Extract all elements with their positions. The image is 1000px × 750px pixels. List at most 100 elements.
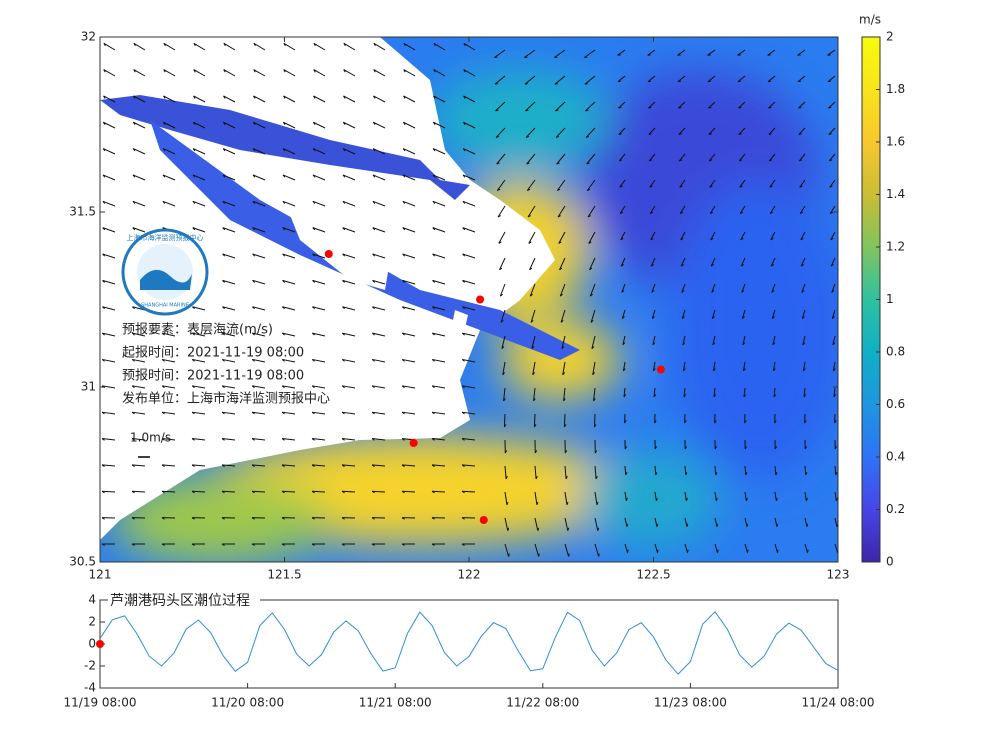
arrow-head bbox=[311, 543, 315, 546]
arrow-head bbox=[342, 121, 346, 125]
arrow bbox=[222, 385, 236, 389]
arrow-head bbox=[590, 319, 594, 323]
arrow bbox=[503, 387, 506, 401]
arrow-head bbox=[371, 359, 375, 362]
arrow bbox=[283, 69, 296, 77]
arrow-head bbox=[596, 501, 599, 506]
arrow-head bbox=[556, 162, 560, 165]
arrow-head bbox=[532, 372, 536, 376]
arrow-head bbox=[191, 517, 195, 520]
land bbox=[100, 37, 555, 540]
arrow bbox=[282, 464, 296, 467]
arrow-head bbox=[804, 420, 807, 424]
arrow bbox=[402, 306, 416, 311]
arrow bbox=[283, 95, 296, 103]
arrow-head bbox=[281, 385, 285, 389]
arrow bbox=[654, 517, 658, 527]
arrow-head bbox=[342, 253, 346, 257]
arrow bbox=[774, 491, 777, 501]
arrow-head bbox=[744, 446, 748, 450]
arrow bbox=[534, 543, 540, 557]
arrow-head bbox=[679, 185, 683, 188]
arrow-head bbox=[832, 342, 836, 346]
arrow-head bbox=[709, 185, 713, 188]
arrow-head bbox=[801, 316, 805, 319]
arrow-head bbox=[102, 174, 106, 178]
arrow-head bbox=[102, 148, 106, 152]
arrow-head bbox=[341, 517, 345, 520]
arrow bbox=[799, 205, 806, 214]
arrow bbox=[132, 332, 146, 337]
arrow bbox=[827, 75, 836, 83]
arrow-head bbox=[503, 424, 507, 428]
arrow bbox=[162, 200, 176, 207]
arrow-head bbox=[505, 476, 508, 480]
arrow-head bbox=[372, 306, 375, 310]
arrow bbox=[312, 358, 326, 363]
arrow bbox=[342, 332, 356, 337]
arrow bbox=[495, 127, 506, 138]
arrow-head bbox=[624, 420, 627, 424]
arrow bbox=[282, 358, 296, 363]
arrow-head bbox=[401, 385, 405, 389]
arrow bbox=[709, 179, 716, 188]
arrow-head bbox=[372, 279, 375, 283]
arrow bbox=[192, 464, 206, 467]
arrow-head bbox=[801, 290, 805, 293]
arrow-head bbox=[743, 394, 747, 398]
arrow bbox=[621, 309, 626, 319]
arrow bbox=[342, 253, 356, 259]
arrow bbox=[372, 358, 386, 363]
arrow-head bbox=[161, 438, 165, 441]
arrow-head bbox=[800, 263, 804, 267]
arrow bbox=[312, 464, 326, 467]
arrow-head bbox=[431, 359, 435, 362]
arrow bbox=[432, 411, 446, 415]
arrow-head bbox=[132, 121, 136, 125]
arrow-head bbox=[525, 136, 530, 138]
arrow-head bbox=[462, 174, 466, 178]
arrow bbox=[372, 174, 386, 181]
arrow bbox=[222, 358, 236, 363]
arrow bbox=[222, 464, 236, 467]
arrow-head bbox=[131, 490, 135, 494]
arrow-head bbox=[342, 148, 346, 152]
arrow bbox=[773, 387, 776, 398]
arrow-head bbox=[620, 237, 624, 241]
arrow bbox=[500, 309, 506, 323]
arrow-head bbox=[804, 446, 808, 450]
arrow-head bbox=[221, 517, 225, 520]
arrow-head bbox=[462, 121, 466, 125]
arrow-head bbox=[251, 411, 255, 415]
arrow-head bbox=[371, 464, 375, 467]
arrow-head bbox=[102, 332, 105, 336]
arrow bbox=[828, 101, 836, 109]
arrow-head bbox=[566, 501, 569, 506]
y-tick-label: 4 bbox=[88, 593, 96, 607]
arrow bbox=[133, 121, 146, 129]
arrow-head bbox=[799, 159, 803, 162]
arrow bbox=[737, 75, 746, 83]
arrow-head bbox=[742, 342, 746, 346]
arrow bbox=[534, 517, 539, 531]
arrow-head bbox=[131, 517, 135, 520]
arrow bbox=[557, 205, 566, 218]
arrow bbox=[312, 253, 326, 259]
arrow bbox=[804, 543, 808, 553]
arrow-head bbox=[432, 306, 435, 310]
arrow-head bbox=[625, 497, 628, 502]
arrow-head bbox=[499, 267, 503, 271]
arrow bbox=[253, 42, 266, 51]
arrow bbox=[343, 42, 356, 51]
arrow bbox=[372, 253, 386, 259]
arrow bbox=[804, 517, 808, 527]
arrow bbox=[312, 174, 326, 181]
arrow bbox=[432, 279, 446, 285]
arrow bbox=[834, 465, 837, 476]
arrow-head bbox=[461, 411, 465, 415]
arrow-head bbox=[650, 237, 654, 241]
arrow-head bbox=[738, 133, 742, 136]
arrow bbox=[462, 358, 476, 363]
arrow-head bbox=[342, 227, 346, 231]
